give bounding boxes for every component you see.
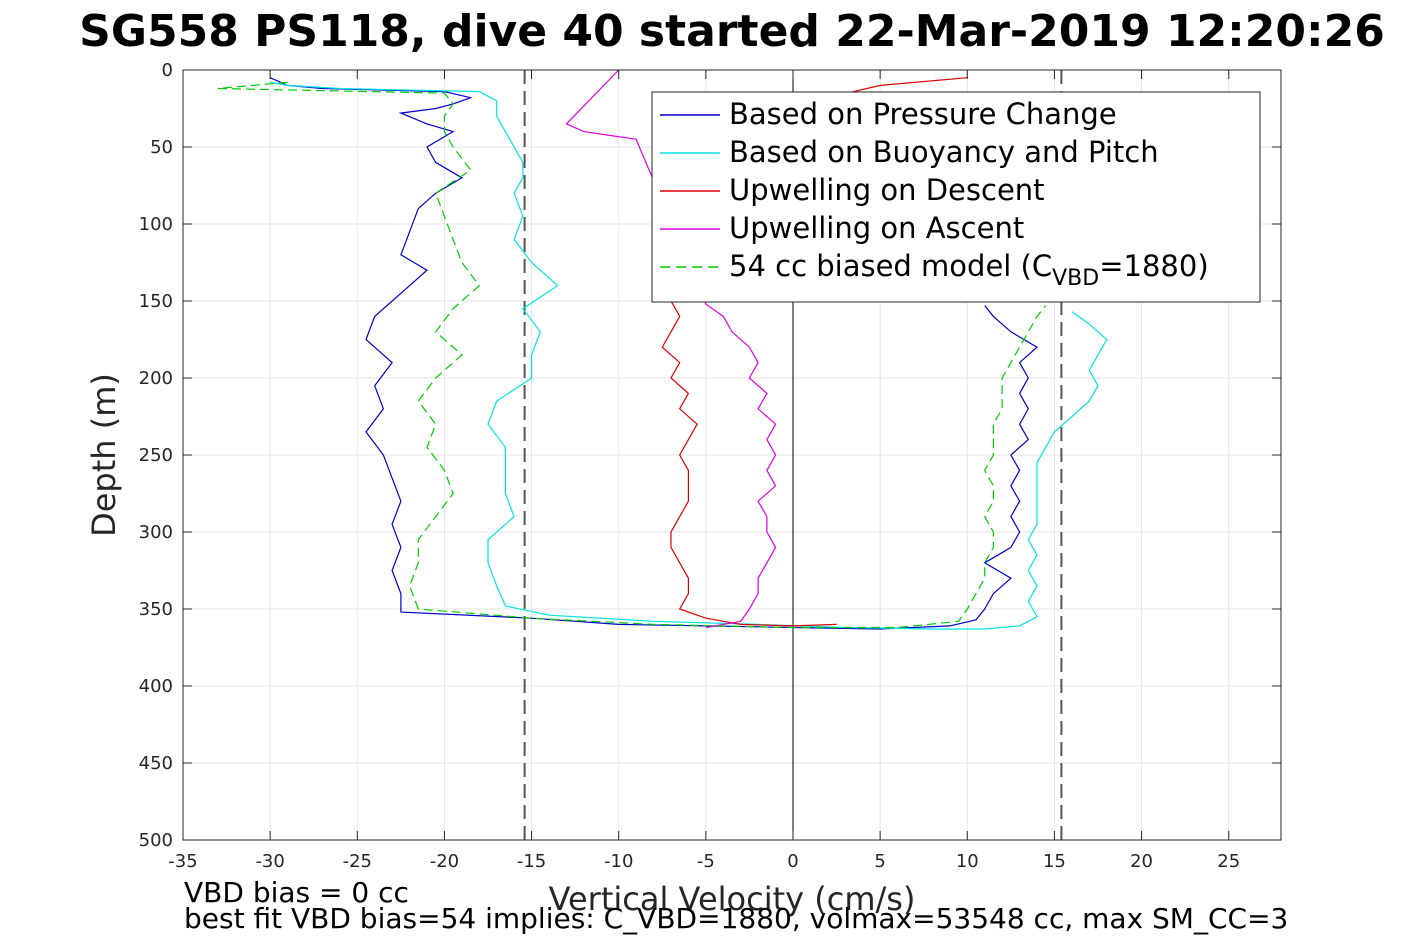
vbd-bias-note: VBD bias = 0 cc	[184, 876, 409, 909]
y-tick-label: 400	[139, 676, 173, 697]
x-tick-label: 25	[1217, 851, 1240, 872]
legend-box	[651, 91, 1261, 303]
series-layer	[217, 70, 1108, 630]
x-axis-ticks: -35 -30 -25 -20 -15 -10 -5 0 5 10 15 20 25	[168, 70, 1240, 872]
x-tick-label: 0	[787, 851, 798, 872]
series-line-based-on-buoyancy-and-pitch	[269, 81, 1108, 630]
legend-label: Based on Buoyancy and Pitch	[729, 135, 1159, 169]
y-axis-ticks: 0 50 100 150 200 250 300 350 400 450 500	[139, 60, 1281, 851]
y-tick-label: 450	[139, 753, 173, 774]
x-tick-label: -20	[430, 851, 459, 872]
y-tick-label: 200	[139, 368, 173, 389]
y-tick-label: 0	[162, 60, 173, 81]
x-tick-label: 15	[1043, 851, 1066, 872]
series-line-upwelling-on-ascent	[565, 70, 777, 629]
y-tick-label: 350	[139, 599, 173, 620]
x-tick-label: -5	[697, 851, 715, 872]
x-tick-label: 5	[874, 851, 885, 872]
y-tick-label: 150	[139, 291, 173, 312]
best-fit-note: best fit VBD bias=54 implies: C_VBD=1880…	[184, 902, 1288, 935]
y-tick-label: 250	[139, 445, 173, 466]
chart-title: SG558 PS118, dive 40 started 22-Mar-2019…	[79, 6, 1385, 57]
x-tick-label: 20	[1130, 851, 1153, 872]
legend-label: 54 cc biased model (CVBD=1880)	[729, 249, 1209, 291]
y-tick-label: 500	[139, 830, 173, 851]
x-tick-label: -35	[168, 851, 197, 872]
y-axis-label: Depth (m)	[85, 373, 123, 537]
x-tick-label: -25	[343, 851, 372, 872]
legend-label: Upwelling on Ascent	[729, 211, 1024, 245]
series-line-based-on-pressure-change	[269, 77, 1039, 630]
y-tick-label: 50	[150, 137, 173, 158]
y-tick-label: 300	[139, 522, 173, 543]
x-tick-label: 10	[956, 851, 979, 872]
legend: Based on Pressure Change Based on Buoyanc…	[651, 91, 1261, 303]
legend-label: Upwelling on Descent	[729, 173, 1045, 207]
x-axis-label: Vertical Velocity (cm/s)	[549, 880, 916, 918]
x-tick-label: -10	[604, 851, 633, 872]
series-line-54-cc-biased-model-cvbd-1880	[217, 81, 1047, 629]
x-tick-label: -30	[255, 851, 284, 872]
legend-label: Based on Pressure Change	[729, 97, 1117, 131]
x-tick-label: -15	[517, 851, 546, 872]
y-tick-label: 100	[139, 214, 173, 235]
